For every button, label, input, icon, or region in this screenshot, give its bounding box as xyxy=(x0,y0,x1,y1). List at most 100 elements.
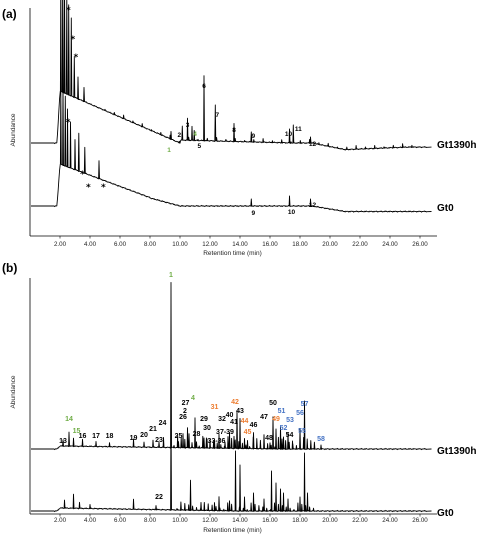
x-tick-label: 2.00 xyxy=(54,517,67,524)
x-tick-label: 20.00 xyxy=(322,241,338,248)
x-tick-label: 8.00 xyxy=(144,517,157,524)
series-label: Gt1390h xyxy=(437,446,476,457)
peak-label: 9 xyxy=(251,133,255,140)
x-tick-label: 4.00 xyxy=(84,517,97,524)
peak-label: 33-36 xyxy=(208,438,226,445)
peak-label: 53 xyxy=(286,417,294,424)
x-tick-label: 10.00 xyxy=(172,517,188,524)
peak-label: 7 xyxy=(215,112,219,119)
asterisk-marker: * xyxy=(86,183,91,193)
peak-label: 12 xyxy=(309,202,317,209)
x-tick-label: 18.00 xyxy=(292,517,308,524)
peak-label: 47 xyxy=(260,414,268,421)
peak-label: 58 xyxy=(317,436,325,443)
peak-label: 32 xyxy=(218,416,226,423)
peak-label: 2 xyxy=(183,408,187,415)
asterisk-marker: * xyxy=(66,6,71,16)
peak-label: 6 xyxy=(202,83,206,90)
peak-label: 25 xyxy=(175,433,183,440)
x-tick-label: 16.00 xyxy=(262,241,278,248)
panel-label: (b) xyxy=(2,261,17,275)
x-tick-label: 24.00 xyxy=(382,241,398,248)
y-axis-title: Abundance xyxy=(10,375,17,408)
x-tick-label: 12.00 xyxy=(202,241,218,248)
peak-label: 22 xyxy=(155,494,163,501)
peak-label: 9 xyxy=(251,210,255,217)
x-tick-label: 6.00 xyxy=(114,517,127,524)
x-tick-label: 24.00 xyxy=(382,517,398,524)
x-tick-label: 14.00 xyxy=(232,241,248,248)
peak-label: 29 xyxy=(200,416,208,423)
peak-label: 20 xyxy=(140,432,148,439)
x-axis-title: Retention time (min) xyxy=(203,250,262,257)
peak-label: 8 xyxy=(232,127,236,134)
peak-label: 14 xyxy=(65,416,73,423)
panel-a: 2.00 4.00 6.00 8.00 10.00 12.00 14.00 16.00 18.0… xyxy=(2,0,476,257)
peak-label: 10 xyxy=(285,131,293,138)
peak-label: 41 xyxy=(230,419,238,426)
peak-label: 28 xyxy=(193,431,201,438)
peak-label: 18 xyxy=(106,433,114,440)
peak-label: 1 xyxy=(167,147,171,154)
peak-label: 23 xyxy=(155,437,163,444)
peak-label: 50 xyxy=(269,400,277,407)
trace-gt1390h xyxy=(31,0,432,151)
peak-label: 45 xyxy=(244,429,252,436)
peak-label: 21 xyxy=(149,426,157,433)
x-tick-label: 2.00 xyxy=(54,241,67,248)
peak-label: 40 xyxy=(226,412,234,419)
peak-label: 30 xyxy=(203,425,211,432)
peak-label: 3 xyxy=(186,122,190,129)
peak-label: 56 xyxy=(296,410,304,417)
peak-label: 13 xyxy=(59,438,67,445)
series-label: Gt0 xyxy=(437,508,454,519)
peak-label: 17 xyxy=(92,433,100,440)
peak-label: 57 xyxy=(301,401,309,408)
x-tick-label: 14.00 xyxy=(232,517,248,524)
peak-label: 55 xyxy=(298,428,306,435)
x-tick-label: 8.00 xyxy=(144,241,157,248)
asterisk-marker: * xyxy=(101,183,106,193)
peak-label: 43 xyxy=(236,408,244,415)
x-tick-label: 6.00 xyxy=(114,241,127,248)
trace-gt0 xyxy=(31,84,432,213)
series-label: Gt0 xyxy=(437,203,454,214)
x-tick-label: 26.00 xyxy=(412,517,428,524)
peak-label: 54 xyxy=(286,432,294,439)
peak-label: 48 xyxy=(265,435,273,442)
asterisk-marker: * xyxy=(74,53,79,63)
x-tick-label: 22.00 xyxy=(352,517,368,524)
x-tick-label: 10.00 xyxy=(172,241,188,248)
asterisk-marker: * xyxy=(71,35,76,45)
peak-label: 4 xyxy=(193,131,197,138)
x-tick-label: 4.00 xyxy=(84,241,97,248)
trace-gt1390h xyxy=(31,282,432,451)
panel-b: 2.00 4.00 6.00 8.00 10.00 12.00 14.00 16.00 18.0… xyxy=(2,261,476,534)
x-tick-label: 12.00 xyxy=(202,517,218,524)
peak-label: 51 xyxy=(278,408,286,415)
peak-label: 19 xyxy=(130,435,138,442)
peak-label: 44 xyxy=(241,418,249,425)
peak-label: 4 xyxy=(191,395,195,402)
series-label: Gt1390h xyxy=(437,140,476,151)
peak-label: 24 xyxy=(159,420,167,427)
y-axis-title: Abundance xyxy=(10,113,17,146)
peak-label: 1 xyxy=(169,272,173,279)
peak-label: 37-39 xyxy=(216,429,234,436)
peak-label: 49 xyxy=(272,416,280,423)
x-tick-label: 26.00 xyxy=(412,241,428,248)
peak-label: 27 xyxy=(182,400,190,407)
x-tick-label: 22.00 xyxy=(352,241,368,248)
peak-label: 15 xyxy=(73,428,81,435)
peak-label: 31 xyxy=(211,404,219,411)
peak-label: 10 xyxy=(288,209,296,216)
peak-label: 16 xyxy=(79,433,87,440)
peak-label: 2 xyxy=(177,132,181,139)
asterisk-marker: * xyxy=(66,118,71,128)
peak-label: 11 xyxy=(295,126,302,133)
peak-label: 42 xyxy=(231,399,239,406)
peak-label: 52 xyxy=(280,425,288,432)
asterisk-marker: * xyxy=(80,170,85,180)
peak-label: 12 xyxy=(309,141,317,148)
